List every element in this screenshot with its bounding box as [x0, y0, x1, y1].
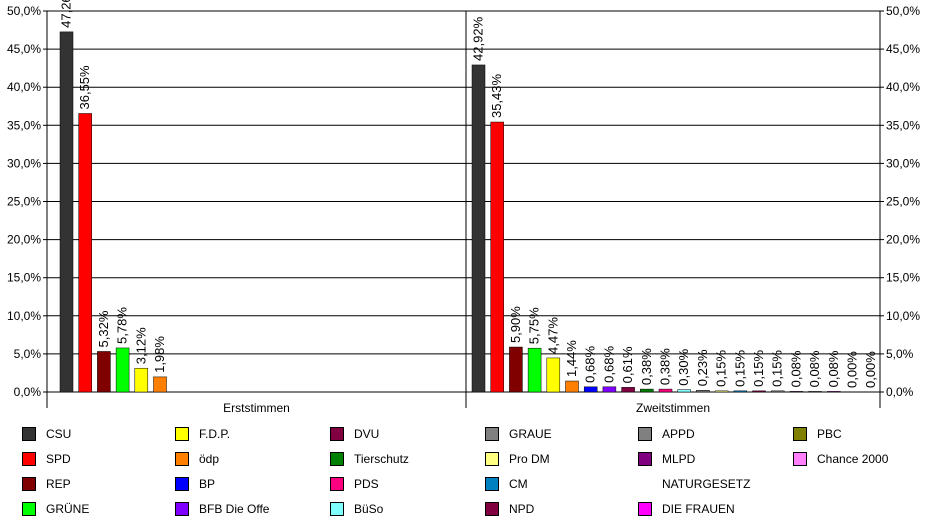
data-label: 4,47%: [545, 317, 560, 354]
bar: [59, 31, 74, 393]
bar: [134, 367, 149, 393]
data-label: 0,61%: [620, 346, 635, 383]
bar: [640, 388, 654, 393]
y-tick-label: 15,0%: [886, 271, 920, 285]
data-label: 0,15%: [770, 350, 785, 387]
data-label: 1,44%: [564, 340, 579, 377]
category-label: Zweitstimmen: [636, 401, 710, 415]
data-label: 0,08%: [807, 350, 822, 387]
data-label: 0,38%: [658, 348, 673, 385]
bar: [115, 347, 130, 393]
data-label: 5,75%: [527, 307, 542, 344]
y-tick-label: 0,0%: [886, 385, 914, 399]
y-tick-label: 25,0%: [886, 195, 920, 209]
bar: [78, 113, 92, 393]
data-label: 5,32%: [96, 310, 111, 347]
bar: [714, 390, 729, 393]
data-label: 47,26%: [59, 0, 74, 28]
bar: [565, 380, 579, 393]
bar: [153, 376, 167, 393]
bar: [696, 389, 710, 393]
data-label: 36,55%: [77, 65, 92, 110]
data-label: 0,15%: [751, 350, 766, 387]
bar: [583, 386, 598, 393]
data-label: 0,00%: [845, 351, 860, 388]
bar: [527, 347, 542, 393]
data-label: 0,68%: [583, 346, 598, 383]
y-tick-label: 5,0%: [886, 347, 914, 361]
data-label: 0,08%: [788, 350, 803, 387]
y-tick-label: 35,0%: [7, 118, 41, 132]
data-label: 0,30%: [676, 348, 691, 385]
bar: [677, 389, 691, 393]
data-label: 5,90%: [508, 306, 523, 343]
y-tick-label: 5,0%: [14, 347, 42, 361]
data-label: 42,92%: [471, 16, 486, 61]
y-tick-label: 40,0%: [7, 80, 41, 94]
y-tick-label: 10,0%: [7, 309, 41, 323]
y-tick-label: 25,0%: [7, 195, 41, 209]
bar: [658, 388, 673, 393]
data-label: 5,78%: [115, 307, 130, 344]
y-tick-label: 35,0%: [886, 118, 920, 132]
bar: [471, 64, 486, 393]
bar: [770, 390, 785, 393]
y-tick-label: 20,0%: [886, 233, 920, 247]
y-tick-label: 50,0%: [886, 4, 920, 18]
data-label: 0,08%: [826, 350, 841, 387]
bar: [509, 346, 523, 393]
data-label: 0,23%: [695, 349, 710, 386]
y-tick-label: 0,0%: [14, 385, 42, 399]
data-label: 0,68%: [601, 346, 616, 383]
bar: [602, 386, 617, 393]
bar: [789, 391, 804, 393]
y-tick-label: 20,0%: [7, 233, 41, 247]
y-tick-label: 40,0%: [886, 80, 920, 94]
bar: [808, 391, 822, 393]
y-tick-label: 30,0%: [886, 156, 920, 170]
data-label: 0,38%: [639, 348, 654, 385]
bar: [546, 357, 561, 393]
data-label: 1,98%: [152, 336, 167, 373]
data-label: 0,15%: [714, 350, 729, 387]
bar: [621, 387, 635, 393]
y-tick-label: 30,0%: [7, 156, 41, 170]
y-tick-label: 45,0%: [7, 42, 41, 56]
bar: [827, 391, 841, 393]
data-label: 0,00%: [863, 351, 878, 388]
category-label: Erststimmen: [223, 401, 290, 415]
bar: [490, 121, 504, 393]
y-tick-label: 45,0%: [886, 42, 920, 56]
y-tick-label: 15,0%: [7, 271, 41, 285]
bar: [752, 390, 766, 393]
data-label: 35,43%: [489, 73, 504, 118]
bar: [97, 351, 111, 393]
y-tick-label: 10,0%: [886, 309, 920, 323]
data-label: 0,15%: [732, 350, 747, 387]
y-tick-label: 50,0%: [7, 4, 41, 18]
bar: [733, 390, 748, 393]
data-label: 3,12%: [133, 327, 148, 364]
